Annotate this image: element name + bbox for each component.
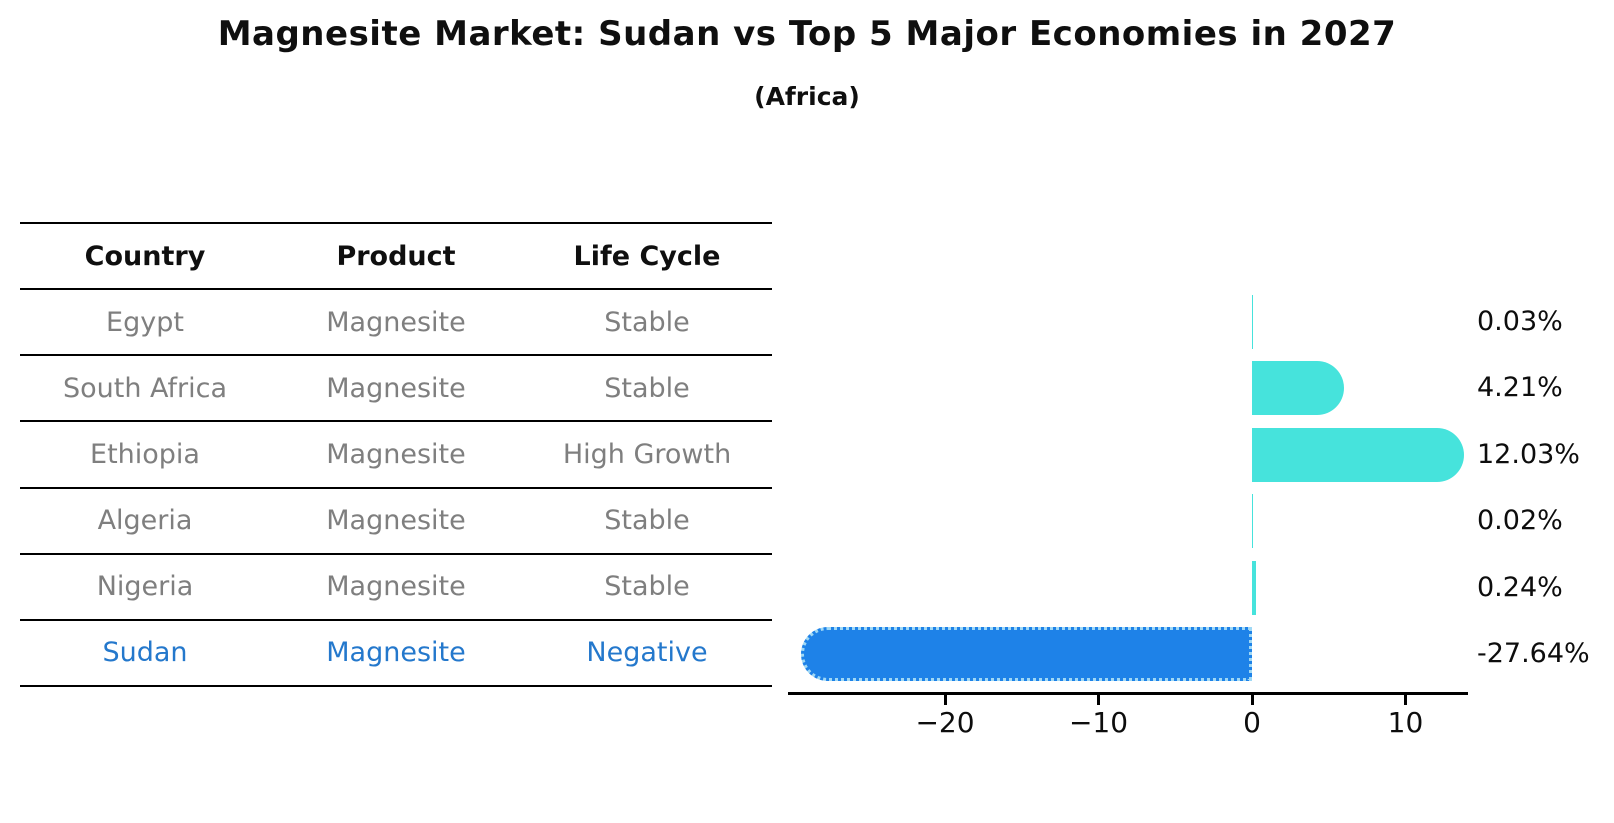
- bar-ethiopia: [1252, 427, 1464, 482]
- bar-value-label: 0.03%: [1477, 305, 1563, 337]
- table-cell-life-cycle: Stable: [604, 306, 690, 338]
- x-axis-tick: [1404, 695, 1407, 705]
- table-row: Sudan Magnesite Negative: [20, 621, 772, 687]
- bar-value-label: -27.64%: [1477, 638, 1590, 670]
- bar-nigeria: [1252, 560, 1256, 615]
- table-cell-product: Magnesite: [326, 438, 466, 470]
- table-cell-country: South Africa: [62, 372, 228, 404]
- table-cell-product: Magnesite: [326, 637, 466, 669]
- table-row: South Africa Magnesite Stable: [20, 356, 772, 423]
- bar-value-label: 12.03%: [1477, 438, 1580, 470]
- table-cell-country: Algeria: [97, 505, 193, 537]
- table-cell-life-cycle: High Growth: [562, 438, 732, 470]
- table-cell-country: Nigeria: [96, 571, 194, 603]
- table-cell-product: Magnesite: [326, 571, 466, 603]
- bar-south-africa: [1252, 361, 1344, 416]
- table-cell-country: Ethiopia: [90, 438, 200, 470]
- chart-title: Magnesite Market: Sudan vs Top 5 Major E…: [217, 14, 1397, 54]
- x-axis-tick: [1097, 695, 1100, 705]
- x-axis-tick: [943, 695, 947, 705]
- table-header-cell: Life Cycle: [573, 240, 721, 272]
- x-axis-tick-label: 10: [1387, 706, 1424, 739]
- bar-sudan: [800, 627, 1252, 682]
- table-header-row: Country Product Life Cycle: [20, 224, 772, 291]
- table-cell-life-cycle: Stable: [604, 571, 690, 603]
- table-cell-life-cycle: Stable: [604, 505, 690, 537]
- x-axis-tick-label: −10: [1068, 706, 1129, 739]
- table-row: Egypt Magnesite Stable: [20, 290, 772, 357]
- bar-value-label: 0.24%: [1477, 571, 1563, 603]
- table-row: Ethiopia Magnesite High Growth: [20, 422, 772, 489]
- table-cell-life-cycle: Stable: [604, 372, 690, 404]
- x-axis-line: [788, 692, 1468, 695]
- table-cell-product: Magnesite: [326, 306, 466, 338]
- x-axis-tick: [1250, 695, 1254, 705]
- x-axis-tick-label: −20: [915, 706, 975, 739]
- table-cell-life-cycle: Negative: [586, 637, 708, 669]
- x-axis-tick-label: 0: [1243, 706, 1261, 739]
- table-header-cell: Country: [84, 240, 206, 272]
- table-cell-country: Sudan: [102, 637, 188, 669]
- table-cell-country: Egypt: [106, 306, 184, 338]
- country-table: Country Product Life Cycle Egypt Magnesite St…: [20, 222, 772, 687]
- bar-value-label: 0.02%: [1477, 505, 1563, 537]
- table-row: Algeria Magnesite Stable: [20, 489, 772, 555]
- table-cell-product: Magnesite: [326, 505, 466, 537]
- bar-value-label: 4.21%: [1477, 372, 1563, 404]
- table-row: Nigeria Magnesite Stable: [20, 555, 772, 621]
- table-cell-product: Magnesite: [326, 372, 466, 404]
- table-header-cell: Product: [336, 240, 456, 272]
- chart-subtitle: (Africa): [754, 82, 860, 111]
